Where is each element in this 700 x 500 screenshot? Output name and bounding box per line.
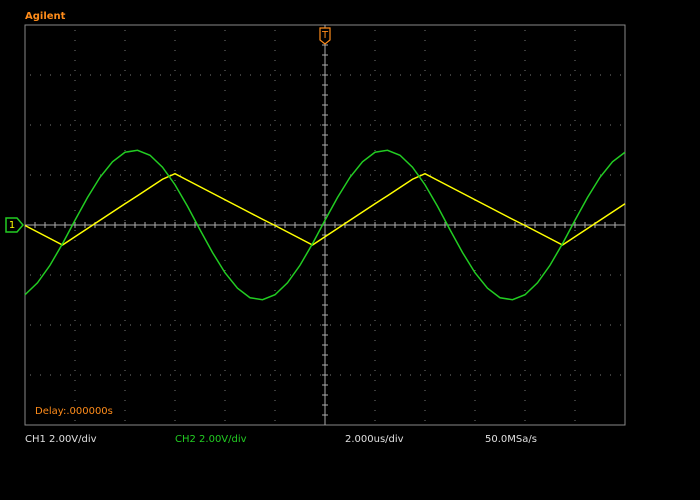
delay-label: Delay:.000000s: [35, 406, 113, 417]
ground-marker: 1: [5, 217, 24, 233]
waveform: [24, 149, 626, 301]
waveform: [24, 172, 626, 246]
sample-rate: 50.0MSa/s: [485, 434, 537, 445]
svg-text:1: 1: [9, 220, 15, 231]
ch1-scale: CH1 2.00V/div: [25, 434, 97, 445]
svg-text:T: T: [321, 30, 329, 41]
traces: [24, 149, 626, 301]
brand: Agilent: [25, 11, 66, 22]
timebase: 2.000us/div: [345, 434, 404, 445]
ch2-scale: CH2 2.00V/div: [175, 434, 247, 445]
trigger-marker: T: [319, 27, 331, 45]
